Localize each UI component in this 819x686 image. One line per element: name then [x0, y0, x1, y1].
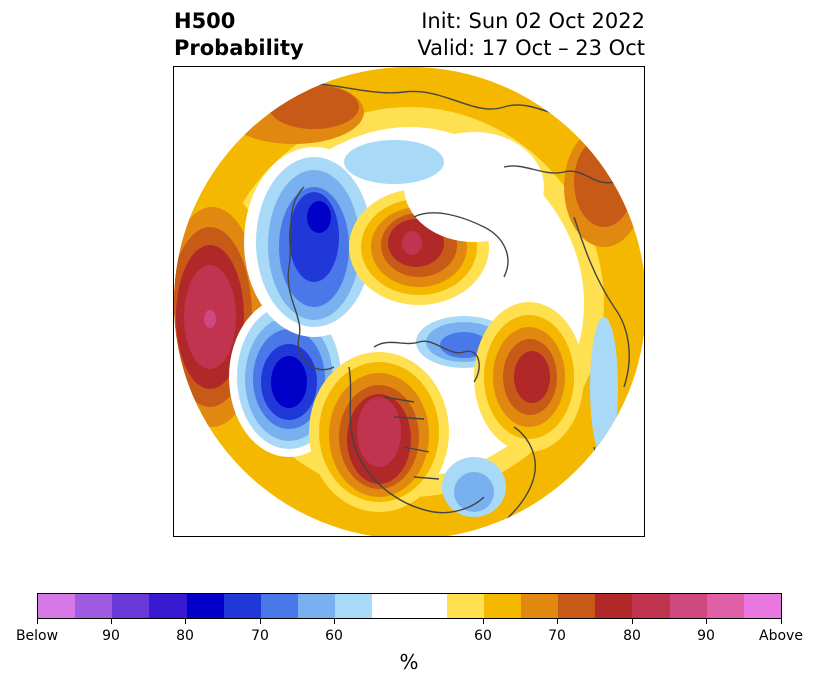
- colorbar-tick: [260, 619, 261, 624]
- colorbar-segment: [75, 594, 113, 618]
- date-info: Init: Sun 02 Oct 2022 Valid: 17 Oct – 23…: [417, 8, 645, 62]
- map-canvas: [174, 67, 644, 536]
- colorbar-segment: [223, 594, 261, 618]
- colorbar-segment: [632, 594, 670, 618]
- colorbar-segment: [149, 594, 187, 618]
- anomaly-below-east-asia: [244, 147, 384, 337]
- colorbar-tick: [557, 619, 558, 624]
- anomaly-above-north-atlantic: [474, 302, 584, 452]
- colorbar-tick: [706, 619, 707, 624]
- colorbar: [37, 593, 782, 619]
- title-line-1: H500: [174, 9, 236, 33]
- anomaly-above-scandinavia: [564, 127, 644, 247]
- anomaly-below-western-atlantic: [442, 317, 618, 517]
- colorbar-tick: [334, 619, 335, 624]
- colorbar-tick-label: 90: [697, 628, 715, 644]
- anomaly-above-western-north-america: [309, 352, 449, 512]
- colorbar-segment: [260, 594, 299, 618]
- colorbar-tick-label: 60: [325, 628, 343, 644]
- colorbar-tick-label: 90: [102, 628, 120, 644]
- colorbar-segment: [112, 594, 150, 618]
- colorbar-segment: [743, 594, 782, 618]
- colorbar-tick-label: 80: [623, 628, 641, 644]
- colorbar-segment: [669, 594, 707, 618]
- title-line-2: Probability: [174, 36, 304, 60]
- colorbar-tick: [632, 619, 633, 624]
- colorbar-tick: [483, 619, 484, 624]
- colorbar-tick-label: 70: [251, 628, 269, 644]
- colorbar-tick-label: 80: [176, 628, 194, 644]
- colorbar-tick: [781, 619, 782, 624]
- colorbar-unit: %: [399, 650, 419, 674]
- colorbar-segment: [298, 594, 336, 618]
- coastlines: [287, 83, 630, 523]
- colorbar-segment: [483, 594, 522, 618]
- arctic-neutral-zone: [344, 132, 544, 242]
- colorbar-segment: [335, 594, 373, 618]
- colorbar-segment: [521, 594, 559, 618]
- colorbar-segment: [558, 594, 596, 618]
- colorbar-tick-label: Below: [15, 628, 59, 644]
- map-title: H500 Probability: [174, 8, 304, 62]
- init-date: Init: Sun 02 Oct 2022: [421, 9, 645, 33]
- colorbar-segment: [372, 594, 447, 618]
- colorbar-segment: [595, 594, 633, 618]
- anomaly-above-eastern-europe: [224, 80, 364, 144]
- colorbar-tick-label: 70: [548, 628, 566, 644]
- colorbar-segment: [186, 594, 224, 618]
- colorbar-tick: [111, 619, 112, 624]
- colorbar-segment: [446, 594, 484, 618]
- valid-range: Valid: 17 Oct – 23 Oct: [417, 36, 645, 60]
- colorbar-tick: [37, 619, 38, 624]
- colorbar-segment: [706, 594, 744, 618]
- colorbar-tick: [185, 619, 186, 624]
- colorbar-tick-label: Above: [759, 628, 803, 644]
- polar-map: [173, 66, 645, 537]
- colorbar-tick-label: 60: [474, 628, 492, 644]
- colorbar-segment: [38, 594, 76, 618]
